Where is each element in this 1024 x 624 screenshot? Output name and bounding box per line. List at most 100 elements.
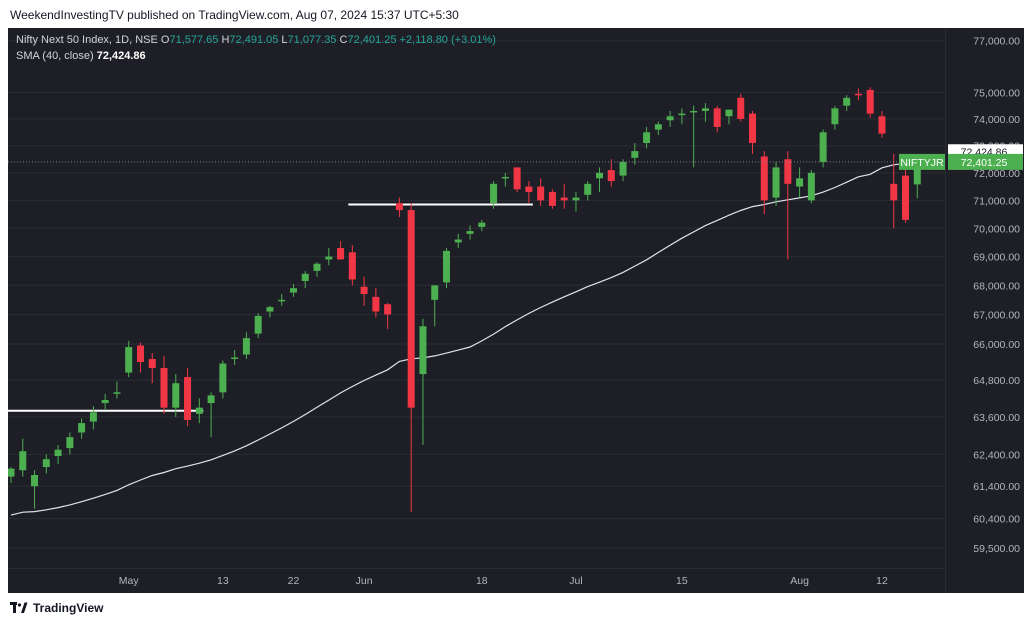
- chart-pane[interactable]: NIFTYJR Nifty Next 50 Index, 1D, NSE O71…: [8, 28, 945, 593]
- candle-body: [560, 197, 568, 201]
- candle: [184, 368, 192, 427]
- x-tick-label: 18: [476, 575, 488, 587]
- candle: [101, 393, 109, 410]
- y-tick-label: 71,000.00: [973, 195, 1020, 207]
- y-tick-label: 77,000.00: [973, 36, 1020, 48]
- candle: [466, 225, 474, 240]
- price-axis[interactable]: 59,500.00 60,400.00 61,400.00 62,400.00 63,6…: [945, 28, 1024, 593]
- candle: [337, 240, 345, 260]
- x-tick-label: Jun: [356, 575, 373, 587]
- candle: [619, 159, 627, 182]
- y-tick-label: 69,000.00: [973, 252, 1020, 264]
- candle-body: [807, 172, 815, 201]
- candle-body: [8, 468, 15, 477]
- candle-body: [337, 248, 345, 260]
- x-tick-label: Aug: [790, 575, 809, 587]
- candle-body: [148, 359, 156, 369]
- candle: [596, 167, 603, 193]
- candle-body: [537, 186, 545, 201]
- candle-body: [113, 392, 121, 394]
- candle-body: [478, 222, 486, 227]
- candle: [478, 219, 486, 232]
- candle-body: [772, 167, 780, 198]
- candle-body: [360, 286, 368, 295]
- candle: [749, 110, 757, 154]
- candle: [607, 159, 615, 187]
- candle: [207, 392, 215, 438]
- symbol-tag-text: NIFTYJR: [900, 157, 944, 169]
- candle: [737, 93, 745, 122]
- candle-body: [572, 197, 580, 201]
- candle-body: [513, 167, 521, 190]
- candle: [42, 454, 50, 474]
- candle-body: [195, 407, 203, 414]
- candle-body: [78, 423, 86, 433]
- candle-body: [466, 231, 474, 234]
- x-tick-label: 22: [288, 575, 300, 587]
- candle-body: [301, 273, 309, 281]
- publisher-line: WeekendInvestingTV published on TradingV…: [10, 8, 459, 22]
- legend-sma-label: SMA (40, close): [16, 50, 94, 62]
- candle-body: [136, 345, 144, 363]
- last-price-label-text: 72,401.25: [961, 157, 1008, 169]
- candle: [819, 129, 827, 168]
- x-tick-label: 15: [676, 575, 688, 587]
- y-tick-label: 63,600.00: [973, 412, 1020, 424]
- x-tick-label: Jul: [569, 575, 582, 587]
- time-axis-svg: May 13 22 Jun 18 Jul 15 Aug 12: [119, 575, 888, 587]
- candle: [431, 285, 439, 327]
- y-tick-label: 62,400.00: [973, 449, 1020, 461]
- time-axis[interactable]: May 13 22 Jun 18 Jul 15 Aug 12: [8, 568, 945, 593]
- candle-body: [101, 399, 109, 404]
- candle: [231, 350, 239, 366]
- sma-line: [10, 160, 918, 516]
- legend-change: +2,118.80 (+3.01%): [399, 34, 496, 46]
- candle-body: [278, 299, 286, 302]
- candle: [713, 105, 721, 133]
- y-tick-label: 70,000.00: [973, 223, 1020, 235]
- candle: [513, 167, 521, 193]
- candle-body: [619, 161, 627, 176]
- candle: [807, 170, 815, 204]
- candle: [878, 110, 886, 138]
- symbol-tag: NIFTYJR: [899, 153, 945, 170]
- candle-body: [42, 459, 50, 468]
- legend-title: Nifty Next 50 Index, 1D, NSE: [16, 34, 158, 46]
- candle: [772, 161, 780, 206]
- price-plot[interactable]: NIFTYJR: [8, 28, 945, 568]
- candle: [890, 153, 898, 229]
- candle-body: [419, 326, 427, 375]
- candle: [843, 95, 851, 111]
- candle-body: [431, 285, 439, 300]
- candle: [242, 332, 250, 360]
- legend-sma-value: 72,424.86: [96, 50, 146, 62]
- candle-body: [819, 132, 827, 162]
- candle-body: [902, 175, 910, 220]
- candle: [525, 181, 533, 204]
- candle-body: [184, 377, 192, 421]
- candle-body: [596, 172, 603, 179]
- candle: [195, 398, 203, 424]
- candle: [548, 189, 556, 209]
- candle-body: [831, 108, 839, 125]
- candle-body: [384, 304, 392, 315]
- legend-open: 71,577.65: [169, 34, 219, 46]
- legend-high: 72,491.05: [229, 34, 279, 46]
- candle-body: [348, 252, 356, 280]
- candle-body: [607, 170, 615, 182]
- legend-close-label: C: [339, 34, 348, 46]
- candle: [89, 406, 97, 430]
- candle-body: [690, 110, 698, 113]
- candle-body: [54, 449, 62, 456]
- candle-body: [890, 183, 898, 201]
- candle: [113, 381, 121, 399]
- y-tick-label: 74,000.00: [973, 114, 1020, 126]
- y-tick-label: 59,500.00: [973, 543, 1020, 555]
- chart-legend: Nifty Next 50 Index, 1D, NSE O71,577.65 …: [16, 32, 496, 64]
- candle-body: [737, 97, 745, 119]
- tradingview-logo[interactable]: TradingView: [10, 601, 103, 615]
- candle-body: [395, 203, 403, 211]
- candle-body: [678, 113, 686, 116]
- candle: [701, 103, 709, 122]
